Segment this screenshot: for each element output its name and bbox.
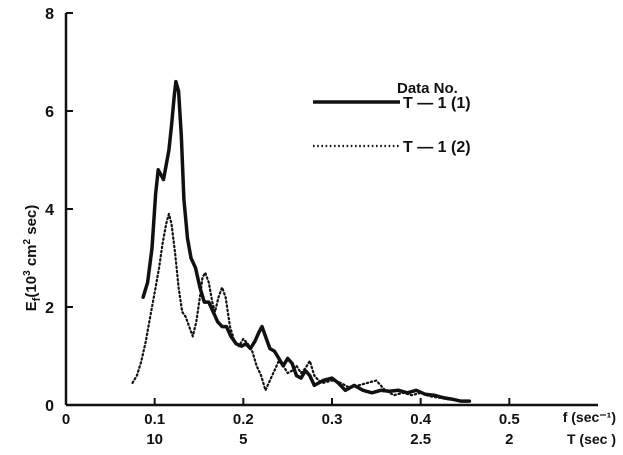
x-tick-label: 0.3 xyxy=(322,411,343,428)
period-tick-label: 2.5 xyxy=(410,431,431,448)
y-tick-label: 4 xyxy=(45,202,54,219)
x-tick-label: 0.4 xyxy=(410,411,432,428)
series-layer xyxy=(131,79,472,403)
series-line-1 xyxy=(141,79,472,403)
x-axis-label-period: T (sec ) xyxy=(567,431,616,447)
y-axis-label: Ef(103 cm2 sec) xyxy=(22,205,43,312)
legend-label-series-2: T — 1 (2) xyxy=(403,139,471,156)
series-line-2 xyxy=(131,212,467,403)
x-axis-label: f (sec⁻¹) xyxy=(563,409,616,425)
x-tick-label: 0.2 xyxy=(233,411,254,428)
y-tick-label: 6 xyxy=(45,104,54,121)
x-tick-label: 0 xyxy=(62,411,70,428)
period-tick-label: 5 xyxy=(239,431,247,448)
legend: Data No. T — 1 (1) T — 1 (2) xyxy=(313,80,471,156)
y-tick-label: 0 xyxy=(45,398,54,415)
period-tick-label: 10 xyxy=(146,431,163,448)
x-tick-label: 0.1 xyxy=(144,411,165,428)
y-tick-label: 2 xyxy=(45,300,54,317)
ticks: 0 2 4 6 8 0 0.1 0.2 0.3 0.4 0.5 10 5 2.5 2 xyxy=(45,6,520,448)
legend-title: Data No. xyxy=(397,80,458,97)
y-tick-label: 8 xyxy=(45,6,54,23)
legend-label-series-1: T — 1 (1) xyxy=(403,95,471,112)
x-tick-label: 0.5 xyxy=(499,411,520,428)
period-tick-label: 2 xyxy=(505,431,513,448)
